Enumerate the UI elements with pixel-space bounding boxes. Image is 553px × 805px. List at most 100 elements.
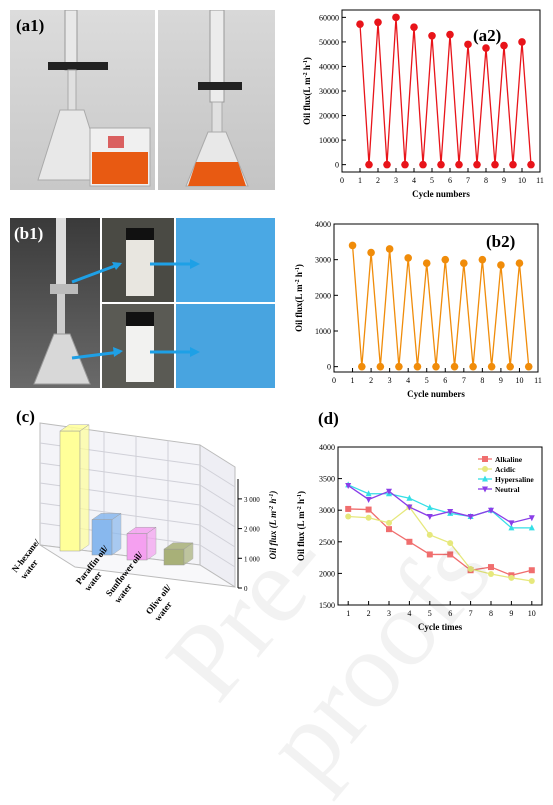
chart-a2-svg: 0 10000 20000 30000 40000 50000 60000 0 1 2 3 4 5 6 7 8… [302,9,544,199]
x-tick-label: 7 [469,609,473,618]
data-point [482,466,488,472]
x-tick-label: 7 [466,176,470,185]
svg-b2-frame [333,223,539,373]
x-tick-label: 5 [428,609,432,618]
data-point [376,362,385,371]
grid-line [199,544,236,568]
y-tick-label: 4000 [315,220,331,229]
data-point [515,259,524,268]
x-tick-label: 3 [388,376,392,385]
data-point [383,160,391,169]
bar-front [59,430,81,552]
data-point [455,160,463,169]
y-tick-label: 3000 [319,506,335,515]
photo-b1-micro-top [176,218,275,302]
data-point [506,362,514,371]
data-point [446,30,454,39]
data-point [460,259,468,268]
data-point [386,488,392,495]
data-point [401,160,409,169]
x-tick-label: 4 [406,376,410,385]
y-tick-label: 1000 [315,327,331,336]
data-point [356,20,364,29]
x-tick-label: 11 [536,176,544,185]
data-point [406,538,413,545]
z-tick-label: 0 [244,585,248,593]
z-tick-label: 2 000 [244,526,260,534]
data-point [528,577,535,584]
photo-b1-vial-top [102,218,174,302]
data-point [528,567,535,574]
series-line [348,508,532,576]
chart-d: 1500 2000 2500 3000 3500 4000 1 2 3 4 5 6 7 8 9 10 Alkal… [292,405,550,641]
x-tick-label: 5 [430,176,434,185]
data-point [404,254,412,262]
y-tick-label: 0 [327,363,331,372]
data-point [447,551,454,558]
y-tick-label: 2000 [319,569,335,578]
x-tick-label: 0 [332,376,336,385]
data-point [345,505,352,512]
grid-line [199,504,236,528]
category-label: Olive oil/water [144,582,182,623]
data-point [482,475,488,482]
y-axis-label: Oil flux(L m-2 h-1) [302,57,312,125]
data-point [419,160,427,169]
x-tick-label: 2 [367,609,371,618]
panel-b1: (b1) [10,218,275,388]
data-point [395,362,403,371]
series-line [347,484,532,529]
panel-label-d: (d) [318,409,339,428]
series-line [351,245,530,367]
y-axis-label: Oil flux(L m-2 h-1) [294,264,304,332]
photo-b1-vial-bottom [102,304,174,388]
data-point [365,514,372,521]
data-point [392,13,400,22]
y-tick-label: 1500 [319,601,335,610]
data-point [348,241,357,250]
data-point [386,519,392,526]
data-point [482,44,490,52]
y-tick-label: 3500 [319,475,335,484]
series-line [347,485,532,524]
data-point [508,520,515,527]
bar-side [111,512,122,556]
data-point [500,41,508,50]
chart-b2-svg: 0 1000 2000 3000 4000 0 1 2 3 4 5 6 7 8 9 10 11 Cycle num… [294,220,542,399]
chart-a2: 0 10000 20000 30000 40000 50000 60000 0 1 2 3 4 5 6 7 8… [290,0,548,205]
x-tick-label: 4 [412,176,416,185]
data-point [469,362,477,371]
x-axis-label: Cycle times [418,622,463,632]
data-point [482,456,488,462]
data-point [508,524,515,531]
photo-b1-setup-illustration [33,218,91,385]
photo-b1-vial-bottom-illustration [126,312,154,382]
chart-b2: 0 1000 2000 3000 4000 0 1 2 3 4 5 6 7 8 9 10 11 Cycle num… [290,212,548,412]
data-point [365,506,372,513]
y-tick-label: 60000 [319,13,339,22]
x-axis-label: Cycle numbers [412,189,470,199]
data-point [367,248,375,257]
photo-a1-right-illustration [185,10,249,187]
legend-label: Neutral [495,485,520,494]
panel-label-b2: (b2) [486,232,516,251]
data-point [406,504,413,511]
photo-b1-setup [10,218,100,388]
x-tick-label: 6 [448,176,452,185]
data-point [374,18,382,27]
x-tick-label: 8 [480,376,484,385]
y-tick-label: 40000 [319,62,339,71]
data-point [432,362,440,371]
legend-label: Alkaline [495,455,523,464]
x-tick-label: 7 [462,376,466,385]
panel-label-a2: (a2) [473,26,502,45]
bar-side [146,526,157,561]
data-point [345,483,352,490]
data-point [508,574,515,581]
bar-side [183,542,194,566]
x-tick-label: 11 [534,376,542,385]
grid-line [199,484,236,508]
data-point [527,160,535,169]
